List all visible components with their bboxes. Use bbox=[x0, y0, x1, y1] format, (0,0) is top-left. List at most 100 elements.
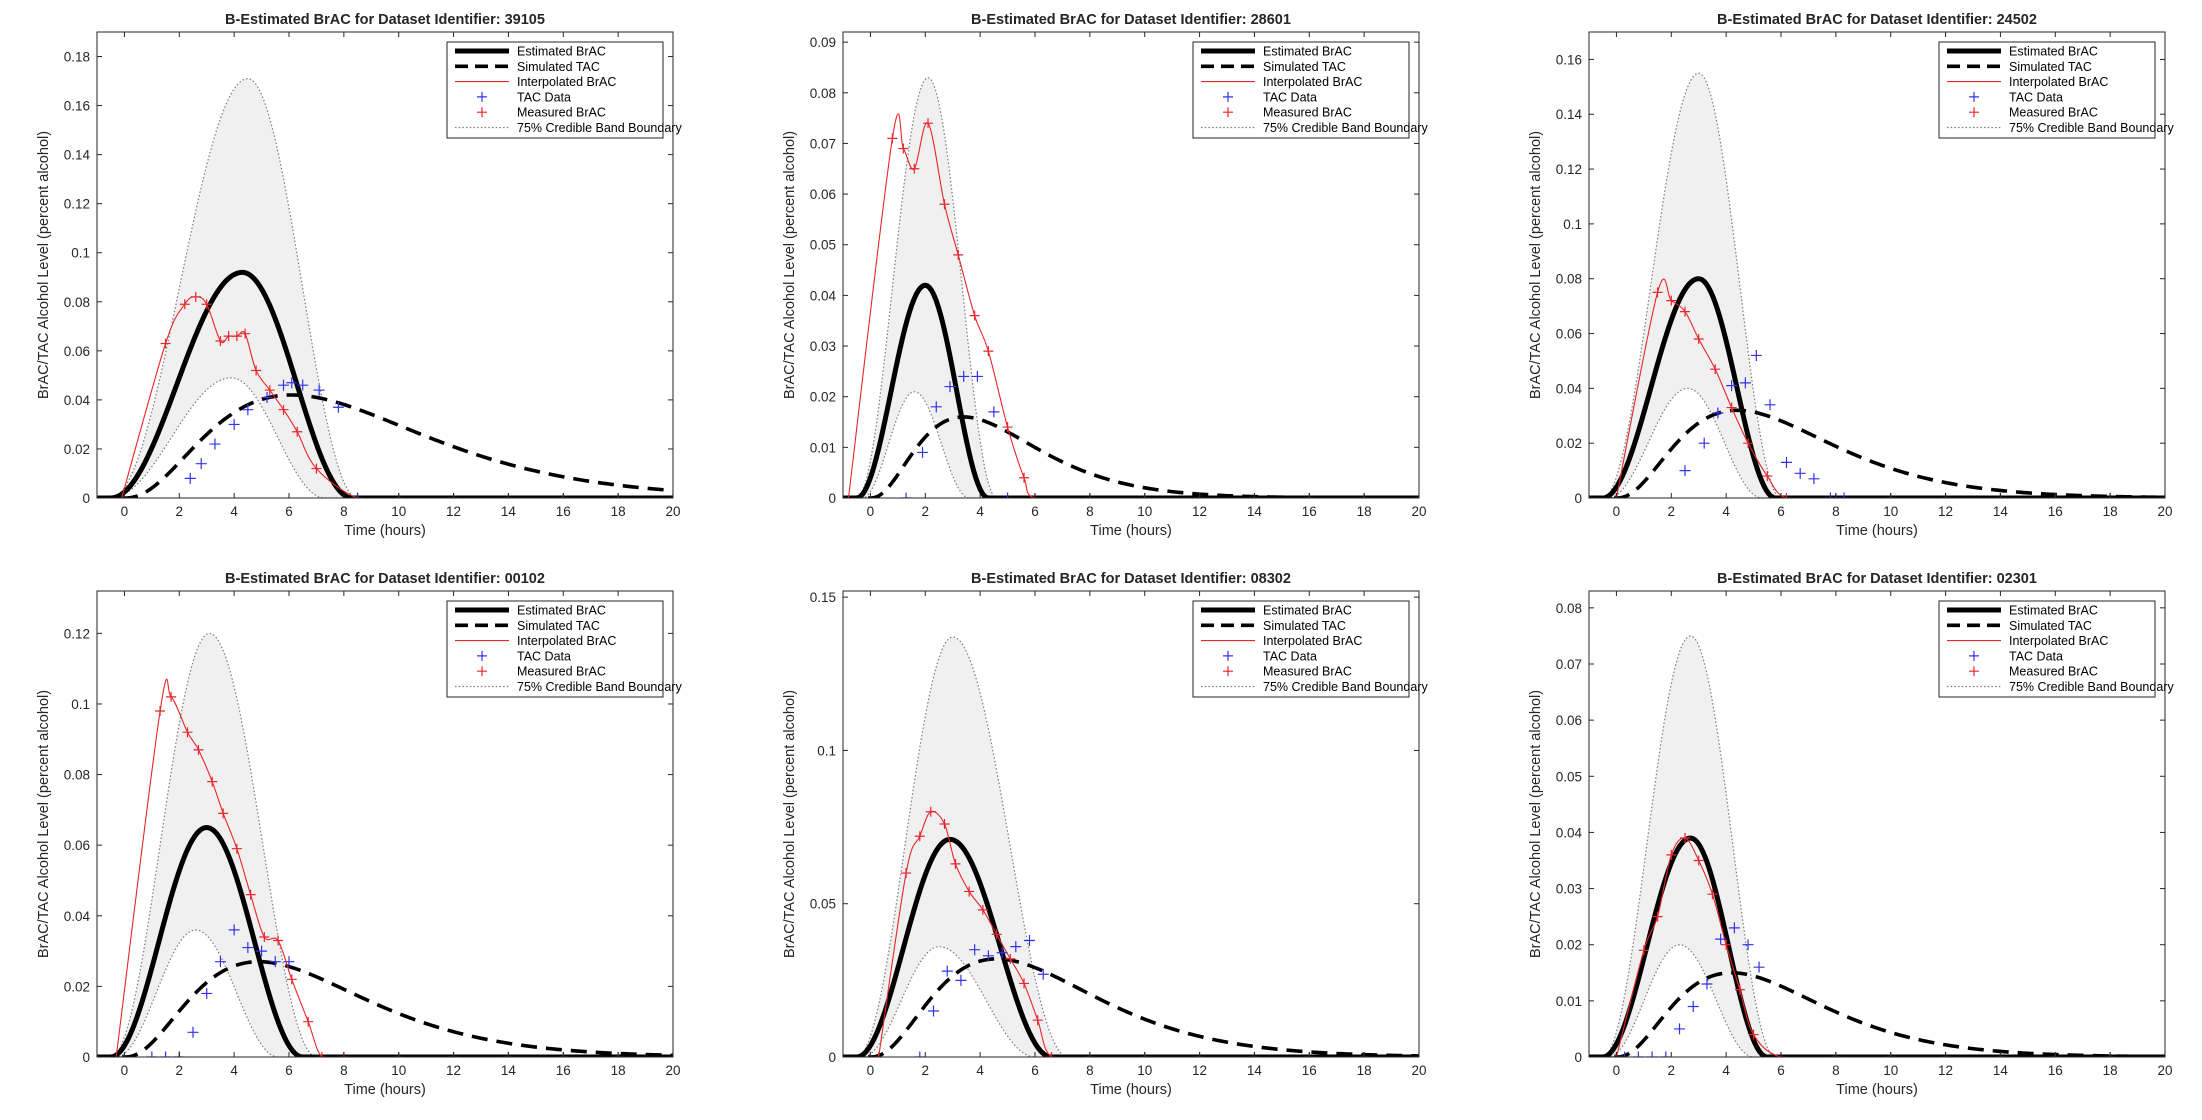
x-tick-label: 0 bbox=[867, 1063, 875, 1078]
measured-brac-point bbox=[887, 133, 898, 144]
x-tick-label: 16 bbox=[2048, 1063, 2063, 1078]
tac-data-point bbox=[1037, 968, 1049, 980]
tac-data-point bbox=[1679, 465, 1691, 477]
measured-brac-point bbox=[1638, 945, 1649, 956]
tac-data-point bbox=[1838, 492, 1850, 498]
y-tick-label: 0.02 bbox=[1556, 436, 1582, 451]
tac-data-point bbox=[352, 492, 364, 498]
measured-brac-point bbox=[977, 904, 988, 915]
legend-label: 75% Credible Band Boundary bbox=[1263, 121, 1428, 135]
y-tick-label: 0.12 bbox=[64, 626, 90, 641]
measured-brac-point bbox=[1680, 833, 1690, 844]
tac-data-point bbox=[1701, 978, 1713, 990]
legend-box bbox=[1192, 600, 1410, 698]
x-axis-label: Time (hours) bbox=[1090, 1082, 1172, 1098]
x-tick-label: 0 bbox=[121, 1063, 129, 1078]
measured-brac-point bbox=[207, 776, 218, 787]
tac-data-point bbox=[214, 956, 226, 968]
x-tick-label: 16 bbox=[1302, 1063, 1317, 1078]
x-tick-label: 0 bbox=[867, 504, 875, 519]
y-tick-label: 0.1 bbox=[71, 246, 90, 261]
x-tick-label: 12 bbox=[446, 1063, 461, 1078]
measured-brac-point bbox=[273, 935, 284, 946]
legend-label: Measured BrAC bbox=[1263, 106, 1352, 120]
x-tick-label: 12 bbox=[446, 504, 461, 519]
measured-brac-point bbox=[983, 346, 994, 357]
legend-label: Measured BrAC bbox=[2009, 106, 2098, 120]
measured-brac-point bbox=[873, 1052, 884, 1057]
legend-swatch-tac bbox=[1223, 91, 1233, 102]
x-tick-label: 6 bbox=[1777, 1063, 1785, 1078]
axes-box bbox=[96, 31, 674, 499]
legend-swatch-tac bbox=[477, 650, 487, 661]
x-tick-label: 4 bbox=[1722, 504, 1730, 519]
x-tick-label: 6 bbox=[1031, 504, 1039, 519]
y-tick-label: 0.15 bbox=[810, 590, 836, 605]
tac-data-point bbox=[1687, 1000, 1699, 1012]
y-tick-label: 0.04 bbox=[1556, 825, 1583, 840]
legend-label: Measured BrAC bbox=[1263, 665, 1352, 679]
tac-data-point bbox=[286, 377, 298, 389]
x-tick-label: 20 bbox=[665, 1063, 680, 1078]
tac-data-point bbox=[1726, 380, 1738, 392]
y-tick-label: 0 bbox=[1574, 491, 1582, 506]
tac-data-point bbox=[256, 945, 268, 957]
measured-brac-point bbox=[1734, 984, 1745, 995]
legend-label: Estimated BrAC bbox=[2009, 604, 2098, 618]
measured-brac-point bbox=[155, 706, 166, 717]
plot-layer bbox=[1589, 72, 2165, 498]
axes-box bbox=[96, 590, 674, 1058]
simulated-tac-line bbox=[1589, 408, 2165, 498]
tac-data-point bbox=[958, 370, 970, 382]
x-axis-label: Time (hours) bbox=[1090, 523, 1172, 539]
legend-swatch-tac bbox=[1223, 650, 1233, 661]
legend-label: TAC Data bbox=[517, 649, 571, 663]
measured-brac-point bbox=[1666, 849, 1677, 860]
x-tick-label: 4 bbox=[230, 504, 238, 519]
measured-brac-point bbox=[909, 163, 920, 174]
x-tick-label: 14 bbox=[501, 504, 517, 519]
legend-swatch-measured bbox=[1223, 666, 1233, 677]
x-axis-label: Time (hours) bbox=[1836, 523, 1918, 539]
y-tick-label: 0 bbox=[828, 491, 836, 506]
tac-data-point bbox=[1646, 1051, 1658, 1057]
tac-data-point bbox=[988, 406, 1000, 418]
x-tick-label: 10 bbox=[1137, 1063, 1152, 1078]
axes-box bbox=[1588, 31, 2166, 499]
y-tick-label: 0.08 bbox=[810, 86, 836, 101]
measured-brac-point bbox=[1743, 438, 1754, 449]
x-axis-label: Time (hours) bbox=[344, 1082, 426, 1098]
measured-brac-point bbox=[1019, 978, 1030, 989]
legend-label: Interpolated BrAC bbox=[517, 75, 616, 89]
measured-brac-point bbox=[1652, 911, 1663, 922]
legend-swatch-tac bbox=[477, 91, 487, 102]
x-tick-label: 8 bbox=[1086, 504, 1094, 519]
y-tick-label: 0.03 bbox=[810, 339, 836, 354]
estimated-brac-line bbox=[97, 825, 673, 1057]
legend-label: TAC Data bbox=[2009, 90, 2063, 104]
measured-brac-point bbox=[286, 974, 297, 985]
x-tick-label: 2 bbox=[922, 504, 930, 519]
legend-box bbox=[1192, 41, 1410, 139]
measured-brac-point bbox=[1666, 295, 1677, 306]
legend-label: Simulated TAC bbox=[1263, 60, 1346, 74]
estimated-brac-line bbox=[1589, 276, 2165, 498]
tac-data-point bbox=[283, 956, 295, 968]
y-tick-label: 0.16 bbox=[64, 99, 90, 114]
x-tick-label: 4 bbox=[976, 504, 984, 519]
estimated-brac-line bbox=[843, 836, 1419, 1057]
measured-brac-point bbox=[939, 819, 950, 829]
legend-label: Simulated TAC bbox=[1263, 619, 1346, 633]
x-tick-label: 18 bbox=[611, 1063, 626, 1078]
x-tick-label: 18 bbox=[1357, 1063, 1372, 1078]
x-tick-label: 12 bbox=[1938, 1063, 1953, 1078]
tac-data-point bbox=[1715, 933, 1727, 945]
tac-data-point bbox=[228, 924, 240, 936]
x-tick-label: 16 bbox=[556, 504, 571, 519]
chart-title: B-Estimated BrAC for Dataset Identifier:… bbox=[971, 571, 1291, 587]
estimated-brac-line bbox=[843, 282, 1419, 498]
x-tick-label: 10 bbox=[391, 1063, 406, 1078]
y-tick-label: 0.02 bbox=[810, 390, 836, 405]
